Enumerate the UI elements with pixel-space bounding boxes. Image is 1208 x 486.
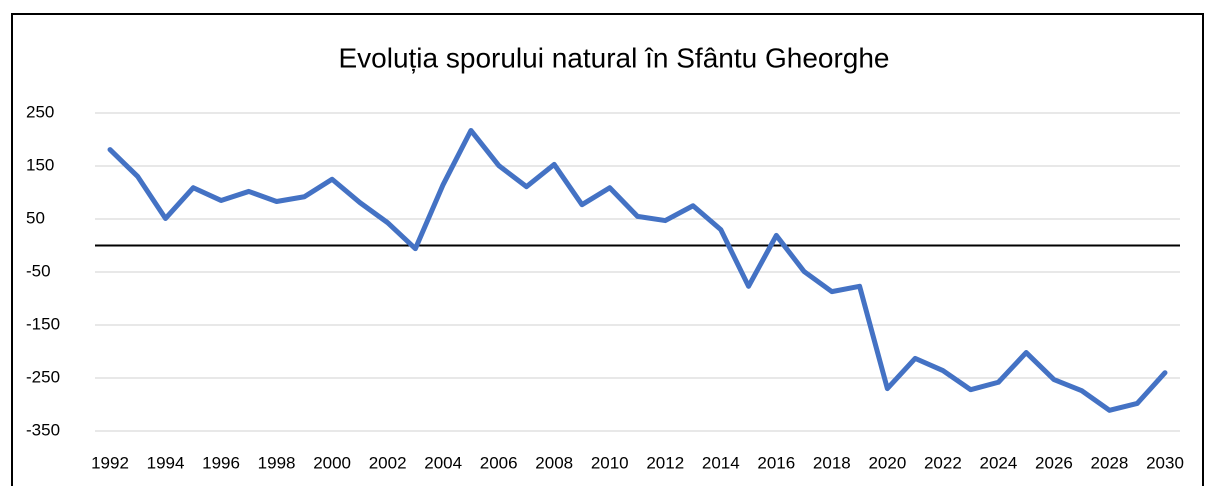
x-tick-label: 2010 [591,453,629,472]
x-tick-label: 2004 [424,453,462,472]
x-tick-label: 1992 [91,453,129,472]
chart-title: Evoluția sporului natural în Sfântu Gheo… [338,42,889,73]
y-tick-label: 50 [26,208,45,227]
x-tick-label: 2030 [1146,453,1184,472]
x-tick-label: 2006 [480,453,518,472]
x-tick-label: 2018 [813,453,851,472]
y-tick-label: -150 [26,314,60,333]
x-tick-label: 1998 [258,453,296,472]
y-tick-label: -50 [26,261,51,280]
x-tick-label: 2022 [924,453,962,472]
x-tick-label: 2014 [702,453,740,472]
y-tick-label: 150 [26,155,54,174]
x-tick-label: 2002 [369,453,407,472]
y-tick-label: -250 [26,367,60,386]
x-tick-label: 2008 [535,453,573,472]
y-tick-label: -350 [26,420,60,439]
x-tick-label: 2016 [757,453,795,472]
x-tick-label: 2000 [313,453,351,472]
x-tick-label: 2020 [868,453,906,472]
frame [11,13,1204,486]
y-tick-label: 250 [26,102,54,121]
x-tick-label: 2026 [1035,453,1073,472]
x-tick-label: 1994 [147,453,185,472]
x-tick-label: 2024 [980,453,1018,472]
data-line [107,127,1168,413]
x-tick-label: 1996 [202,453,240,472]
x-tick-label: 2028 [1091,453,1129,472]
x-tick-label: 2012 [646,453,684,472]
